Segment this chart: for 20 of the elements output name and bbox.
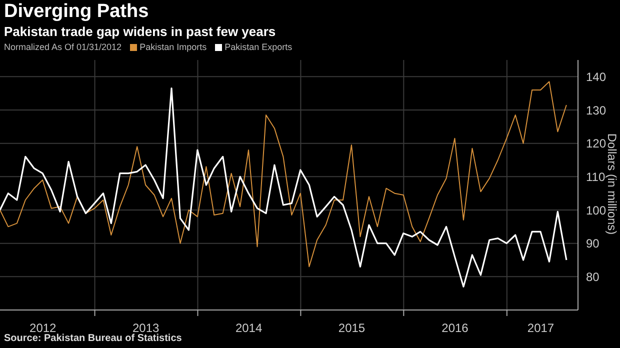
legend-label: Pakistan Exports bbox=[224, 42, 292, 52]
y-tick-label: 90 bbox=[586, 236, 600, 251]
x-tick-label: 2016 bbox=[442, 321, 469, 335]
y-tick-label: 130 bbox=[586, 103, 606, 118]
x-tick-label: 2017 bbox=[527, 321, 554, 335]
source-note: Source: Pakistan Bureau of Statistics bbox=[4, 333, 182, 344]
y-tick-label: 80 bbox=[586, 270, 600, 284]
x-tick-label: 2014 bbox=[235, 321, 262, 335]
y-tick-label: 100 bbox=[586, 203, 606, 218]
x-tick-label: 2012 bbox=[30, 321, 57, 335]
chart-subtitle: Pakistan trade gap widens in past few years bbox=[4, 24, 276, 39]
y-tick-label: 110 bbox=[586, 170, 606, 184]
legend-label: Pakistan Imports bbox=[138, 42, 207, 52]
x-tick-label: 2013 bbox=[132, 321, 160, 335]
y-axis-title: Dollars (in millions) bbox=[605, 133, 619, 235]
legend-title: Normalized As Of 01/31/2012 bbox=[4, 42, 122, 52]
chart-title: Diverging Paths bbox=[4, 1, 149, 23]
x-tick-label: 2015 bbox=[338, 321, 366, 335]
y-tick-label: 140 bbox=[586, 70, 606, 84]
y-tick-label: 120 bbox=[586, 136, 606, 151]
